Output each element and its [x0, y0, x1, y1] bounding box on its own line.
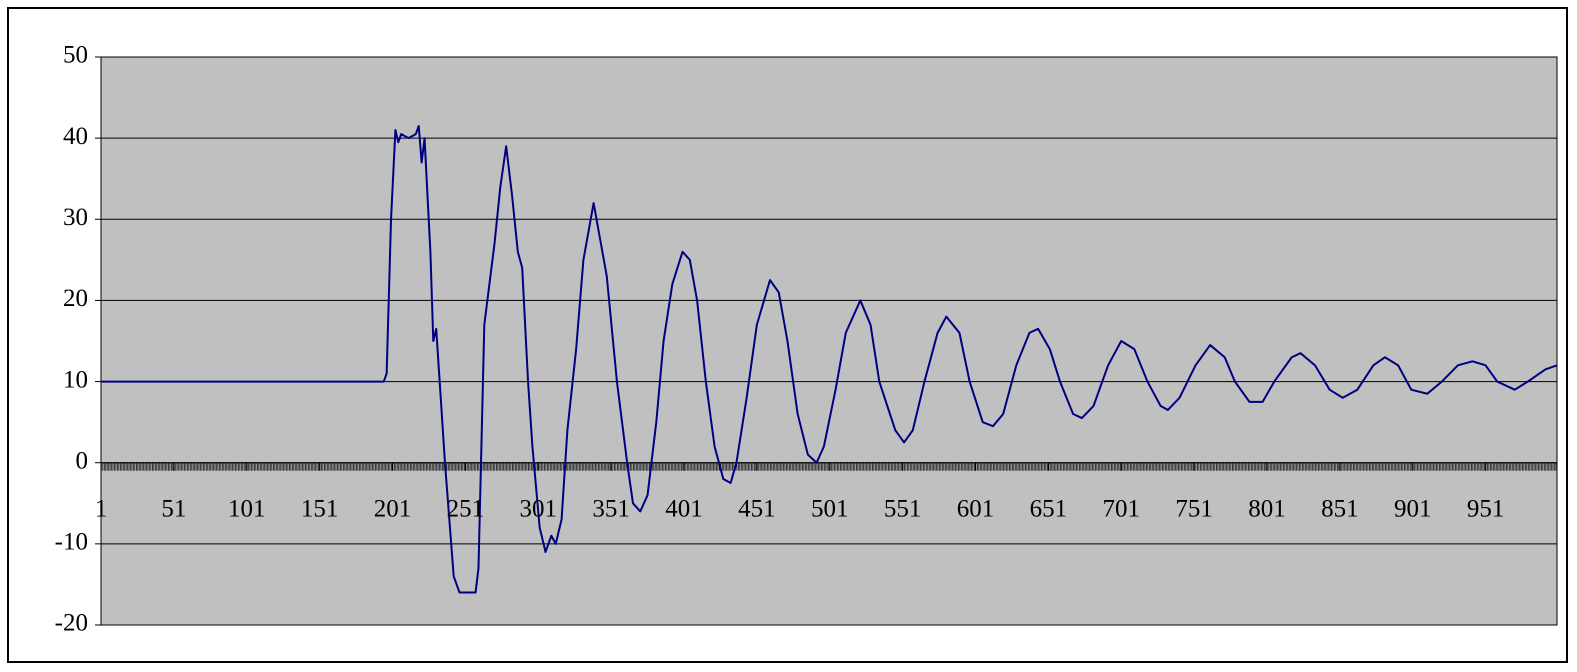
x-tick-label: 201 [374, 495, 412, 522]
x-tick-label: 851 [1321, 495, 1359, 522]
x-tick-label: 501 [811, 495, 849, 522]
x-tick-label: 351 [592, 495, 630, 522]
x-tick-label: 751 [1175, 495, 1213, 522]
x-tick-label: 251 [447, 495, 485, 522]
x-tick-label: 401 [665, 495, 703, 522]
data-line [101, 124, 1558, 594]
x-tick-label: 951 [1467, 495, 1505, 522]
x-tick-label: 151 [301, 495, 339, 522]
y-tick-label: 50 [63, 42, 88, 69]
plot-area [100, 56, 1558, 626]
x-tick-label: 51 [161, 495, 186, 522]
y-tick-label: 30 [63, 204, 88, 231]
x-tick-label: 901 [1394, 495, 1432, 522]
x-tick-label: 1 [95, 495, 108, 522]
marks [101, 124, 1558, 594]
y-tick-label: -20 [55, 610, 88, 637]
x-tick-label: 651 [1030, 495, 1068, 522]
y-tick-label: -10 [55, 529, 88, 556]
x-tick-label: 601 [957, 495, 995, 522]
x-tick-label: 101 [228, 495, 266, 522]
x-tick-label: 451 [738, 495, 776, 522]
y-tick-label: 0 [76, 447, 89, 474]
y-tick-label: 40 [63, 123, 88, 150]
x-tick-label: 551 [884, 495, 922, 522]
x-tick-label: 301 [519, 495, 557, 522]
y-tick-label: 10 [63, 366, 88, 393]
y-tick-label: 20 [63, 285, 88, 312]
x-tick-label: 801 [1248, 495, 1286, 522]
category-axis-ticks [101, 462, 1557, 471]
x-tick-label: 701 [1102, 495, 1140, 522]
